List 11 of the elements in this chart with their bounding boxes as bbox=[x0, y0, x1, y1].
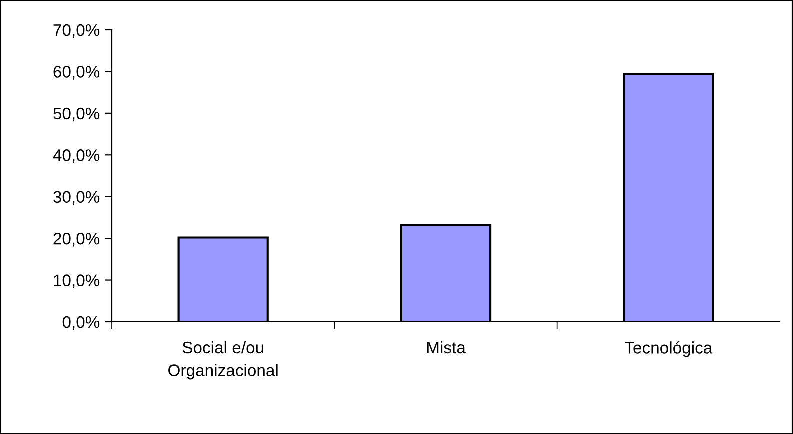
y-tick-label: 70,0% bbox=[54, 24, 100, 38]
y-tick-label: 50,0% bbox=[54, 108, 100, 122]
y-tick-label: 60,0% bbox=[54, 66, 100, 80]
y-tick-label: 10,0% bbox=[54, 274, 100, 288]
y-tick-label: 30,0% bbox=[54, 191, 100, 206]
y-tick-label: 40,0% bbox=[53, 150, 100, 164]
y-tick-label: 20,0% bbox=[54, 232, 100, 247]
x-tick-label: Social e/ou Organizacional bbox=[168, 341, 278, 380]
y-tick-label: 0,0% bbox=[62, 316, 100, 330]
x-tick-label: Tecnológica bbox=[625, 341, 713, 358]
x-tick-label: Mista bbox=[427, 341, 466, 354]
